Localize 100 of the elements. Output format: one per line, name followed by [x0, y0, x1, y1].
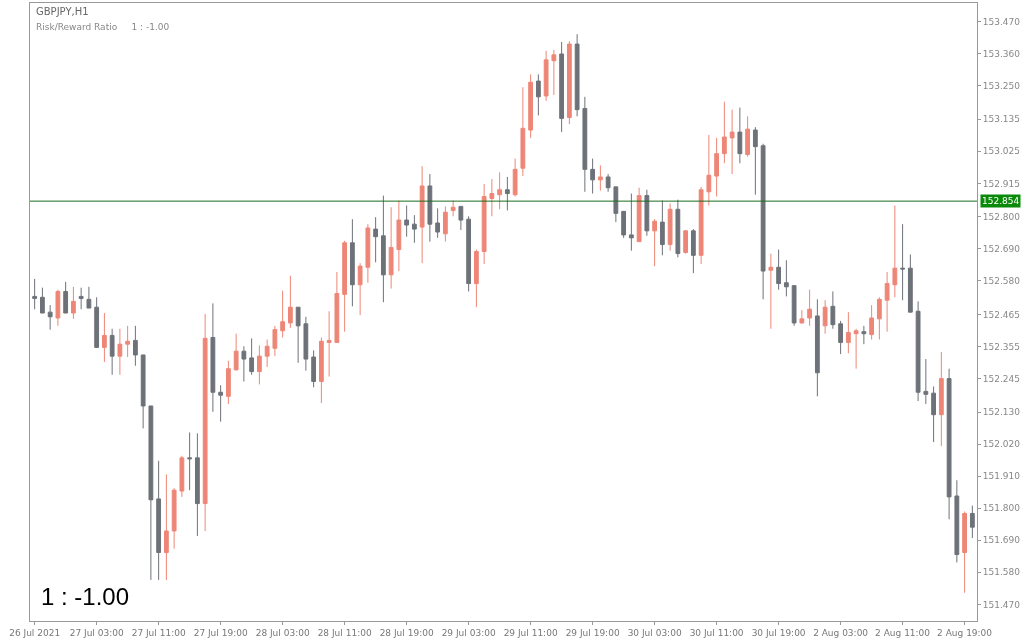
candlestick: [373, 216, 379, 263]
candlestick: [566, 40, 572, 125]
y-tick-label: 151.690: [982, 535, 1021, 546]
candlestick: [280, 290, 286, 338]
candlestick: [892, 205, 898, 298]
candlestick: [342, 240, 348, 333]
candlestick: [264, 339, 270, 368]
candlestick: [466, 215, 472, 292]
x-tick-label: 28 Jul 19:00: [379, 627, 434, 638]
candlestick: [349, 218, 355, 307]
y-tick-label: 152.690: [982, 244, 1021, 255]
candlestick: [876, 296, 882, 341]
x-tick-label: 29 Jul 11:00: [503, 627, 558, 638]
candlestick: [652, 218, 658, 267]
candlestick: [907, 253, 913, 313]
y-tick-label: 152.130: [982, 407, 1021, 418]
candlestick: [884, 271, 890, 333]
candlestick: [830, 290, 836, 330]
candlestick: [210, 302, 216, 413]
candlestick: [613, 186, 619, 223]
candlestick: [380, 195, 386, 303]
candlestick: [450, 200, 456, 217]
x-tick-label: 26 Jul 2021: [9, 627, 61, 638]
candlestick: [404, 205, 410, 238]
candlestick: [334, 271, 340, 343]
candlestick: [148, 405, 154, 581]
candlestick: [706, 134, 712, 206]
ref-line-label: 152.854: [982, 196, 1020, 206]
y-tick-label: 152.020: [982, 439, 1021, 450]
candlestick: [241, 345, 247, 382]
y-tick-label: 153.135: [982, 114, 1021, 125]
x-tick-label: 27 Jul 11:00: [131, 627, 186, 638]
candlestick: [109, 328, 115, 376]
candlestick: [799, 309, 805, 325]
x-tick-label: 29 Jul 19:00: [565, 627, 620, 638]
candlestick: [714, 137, 720, 197]
candlestick: [419, 165, 425, 264]
x-tick-label: 27 Jul 19:00: [193, 627, 248, 638]
candlestick: [94, 296, 100, 348]
candlestick: [962, 510, 967, 594]
candlestick: [667, 202, 673, 252]
candlestick: [745, 115, 751, 158]
candlestick: [318, 337, 324, 404]
candlestick: [249, 337, 255, 376]
candlestick: [861, 325, 867, 345]
y-tick-label: 152.465: [982, 309, 1021, 320]
candlestick: [86, 286, 92, 309]
candlestick: [590, 158, 596, 195]
y-tick-label: 152.915: [982, 178, 1021, 189]
candlestick: [768, 253, 774, 330]
candlestick: [969, 505, 975, 539]
candlestick: [125, 325, 131, 358]
candlestick: [729, 109, 735, 175]
candlestick: [543, 50, 549, 102]
chart-title: GBPJPY,H1: [36, 6, 89, 17]
candlestick: [32, 278, 38, 310]
candlestick: [55, 289, 61, 327]
candlestick: [365, 223, 371, 284]
y-tick-label: 152.800: [982, 212, 1021, 223]
candlestick: [411, 214, 417, 244]
candlestick: [140, 354, 146, 429]
candlestick: [597, 164, 603, 192]
candlestick: [295, 306, 301, 364]
y-tick-label: 152.580: [982, 276, 1021, 287]
y-tick-label: 153.250: [982, 80, 1021, 91]
candlestick: [931, 385, 936, 443]
candlestick: [675, 199, 681, 258]
candlestick: [497, 171, 503, 210]
candlestick: [117, 328, 123, 376]
candlestick: [489, 178, 495, 217]
candlestick: [442, 205, 448, 243]
candlestick: [938, 351, 944, 447]
candlestick: [357, 262, 363, 316]
x-tick-label: 28 Jul 03:00: [255, 627, 310, 638]
candlestick: [822, 299, 828, 335]
candlestick: [326, 310, 332, 378]
candlestick: [78, 287, 84, 310]
candlestick: [179, 455, 185, 498]
candlestick: [218, 384, 224, 423]
candlestick: [71, 286, 76, 320]
candlestick: [194, 432, 200, 537]
candlestick: [256, 344, 262, 385]
y-tick-label: 152.245: [982, 373, 1021, 384]
text: Risk/Reward Ratio 1 : -1.00: [36, 22, 170, 32]
candlestick: [853, 328, 859, 370]
candlestick: [225, 360, 231, 405]
y-tick-label: 153.025: [982, 146, 1021, 157]
candlestick: [272, 325, 278, 357]
candlestick: [233, 333, 239, 372]
candlestick: [63, 281, 69, 314]
candlestick: [814, 298, 820, 397]
candlestick: [559, 41, 565, 133]
candlestick: [915, 300, 921, 402]
candlestick: [396, 200, 402, 272]
candlestick: [690, 228, 696, 274]
candlestick: [504, 176, 510, 211]
candlestick: [946, 368, 952, 520]
candlestick: [287, 275, 293, 329]
candlestick: [760, 143, 766, 300]
candlestick: [156, 460, 162, 581]
